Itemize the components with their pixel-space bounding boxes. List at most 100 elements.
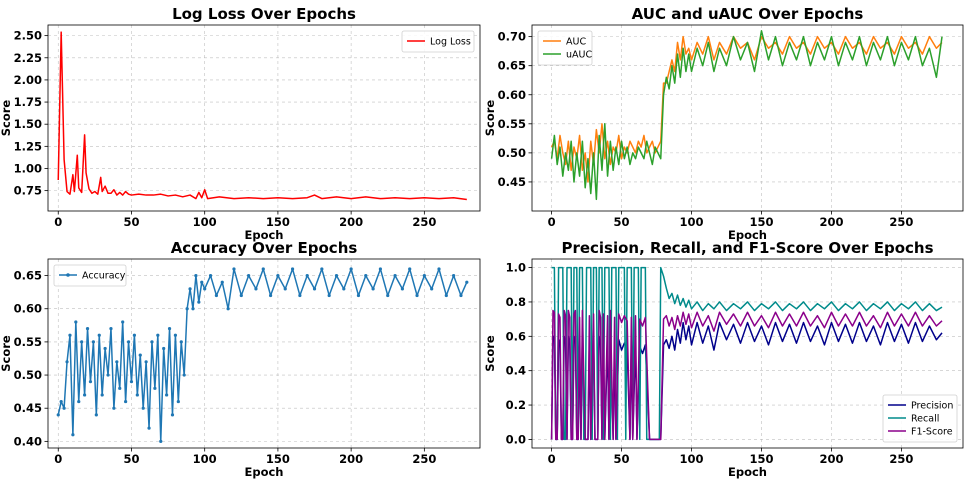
series-line-auc <box>550 35 943 183</box>
data-point <box>59 399 63 404</box>
data-point <box>156 333 160 337</box>
data-point <box>141 406 145 410</box>
data-point <box>408 267 412 271</box>
data-point <box>312 287 317 291</box>
data-point <box>91 340 95 344</box>
y-tick-label: 0.50 <box>14 368 42 382</box>
x-tick-label: 150 <box>749 215 773 229</box>
data-point <box>71 433 75 437</box>
data-point <box>176 399 180 404</box>
data-point <box>100 393 104 397</box>
y-tick-label: 0.65 <box>14 269 42 283</box>
plot-area <box>550 30 943 201</box>
data-point <box>276 273 280 278</box>
data-point <box>68 333 72 337</box>
axes-frame <box>531 258 964 449</box>
y-tick-label: 0.75 <box>14 184 42 198</box>
x-tick-label: 200 <box>819 215 843 229</box>
y-axis-label: Score <box>483 335 497 372</box>
data-point <box>106 373 110 377</box>
data-point <box>191 307 195 311</box>
data-point <box>386 293 390 298</box>
legend-marker <box>66 273 70 277</box>
y-tick-label: 0.2 <box>506 398 526 412</box>
data-point <box>356 293 361 298</box>
chart-panel-3: 0 50 100 150 200 250 0.40 0.45 0.50 0.55 0.60 0.65 A… <box>0 239 481 479</box>
data-point <box>203 287 207 291</box>
data-point <box>290 267 295 271</box>
data-point <box>452 273 456 278</box>
data-point <box>121 320 125 324</box>
y-tick-label: 0.50 <box>498 146 526 160</box>
data-point <box>214 293 219 298</box>
chart-title: Log Loss Over Epochs <box>172 5 356 23</box>
x-tick-label: 0 <box>548 452 556 466</box>
data-point <box>415 293 419 298</box>
y-tick-label: 1.75 <box>14 95 42 109</box>
plot-area <box>57 31 467 201</box>
x-tick-label: 50 <box>123 452 139 466</box>
series-line-f1-score <box>550 309 943 441</box>
x-axis-label: Epoch <box>728 465 767 479</box>
legend-label: Precision <box>911 401 953 412</box>
x-axis-label: Epoch <box>728 228 767 242</box>
chart-title: AUC and uAUC Over Epochs <box>632 5 864 23</box>
data-point <box>135 393 139 397</box>
x-tick-label: 200 <box>339 215 363 229</box>
data-point <box>97 333 101 337</box>
data-point <box>247 273 251 278</box>
legend-box <box>53 264 127 287</box>
data-point <box>179 340 183 344</box>
data-point <box>182 373 186 377</box>
chart-title: Accuracy Over Epochs <box>171 239 358 257</box>
x-tick-label: 100 <box>193 215 217 229</box>
data-point <box>77 399 81 404</box>
y-tick-label: 2.50 <box>14 29 42 43</box>
y-tick-label: 0.4 <box>506 364 526 378</box>
data-point <box>437 267 441 271</box>
plot-area <box>550 266 943 441</box>
data-point <box>327 293 331 298</box>
legend: AUC uAUC <box>537 30 593 66</box>
y-tick-label: 0.65 <box>498 59 526 73</box>
data-point <box>444 293 448 298</box>
data-point <box>298 293 302 298</box>
y-tick-label: 0.55 <box>14 335 42 349</box>
y-tick-label: 0.6 <box>506 329 526 343</box>
data-point <box>144 360 148 364</box>
chart-title: Precision, Recall, and F1-Score Over Epo… <box>561 239 933 257</box>
legend-box <box>537 30 593 66</box>
data-point <box>167 327 172 331</box>
legend-label: uAUC <box>566 50 592 61</box>
data-point <box>422 273 426 278</box>
x-tick-label: 250 <box>889 215 913 229</box>
x-tick-label: 250 <box>889 452 913 466</box>
x-tick-label: 250 <box>412 215 436 229</box>
data-point <box>112 406 116 410</box>
series-line-uauc <box>550 30 943 201</box>
y-tick-label: 0.55 <box>498 117 526 131</box>
legend: Log Loss <box>401 30 475 53</box>
y-tick-label: 1.00 <box>14 161 42 175</box>
y-tick-label: 2.00 <box>14 73 42 87</box>
data-point <box>147 426 151 430</box>
data-point <box>430 287 434 291</box>
y-tick-label: 0.0 <box>506 432 526 446</box>
data-point <box>83 393 87 397</box>
legend-label: F1-Score <box>911 427 953 438</box>
chart-panel-1: 0 50 100 150 200 250 0.75 1.00 1.25 1.50 1.75 2.00 2… <box>0 5 481 242</box>
x-tick-label: 100 <box>680 215 704 229</box>
data-point <box>232 267 236 271</box>
data-point <box>465 280 469 284</box>
data-point <box>378 267 383 271</box>
data-point <box>371 287 375 291</box>
data-point <box>261 267 265 271</box>
x-tick-label: 50 <box>614 452 630 466</box>
data-point <box>74 320 78 324</box>
data-point <box>393 273 397 278</box>
x-tick-label: 0 <box>548 215 556 229</box>
y-tick-label: 1.25 <box>14 139 42 153</box>
data-point <box>226 307 230 311</box>
x-tick-label: 150 <box>749 452 773 466</box>
y-tick-label: 0.40 <box>14 434 42 448</box>
